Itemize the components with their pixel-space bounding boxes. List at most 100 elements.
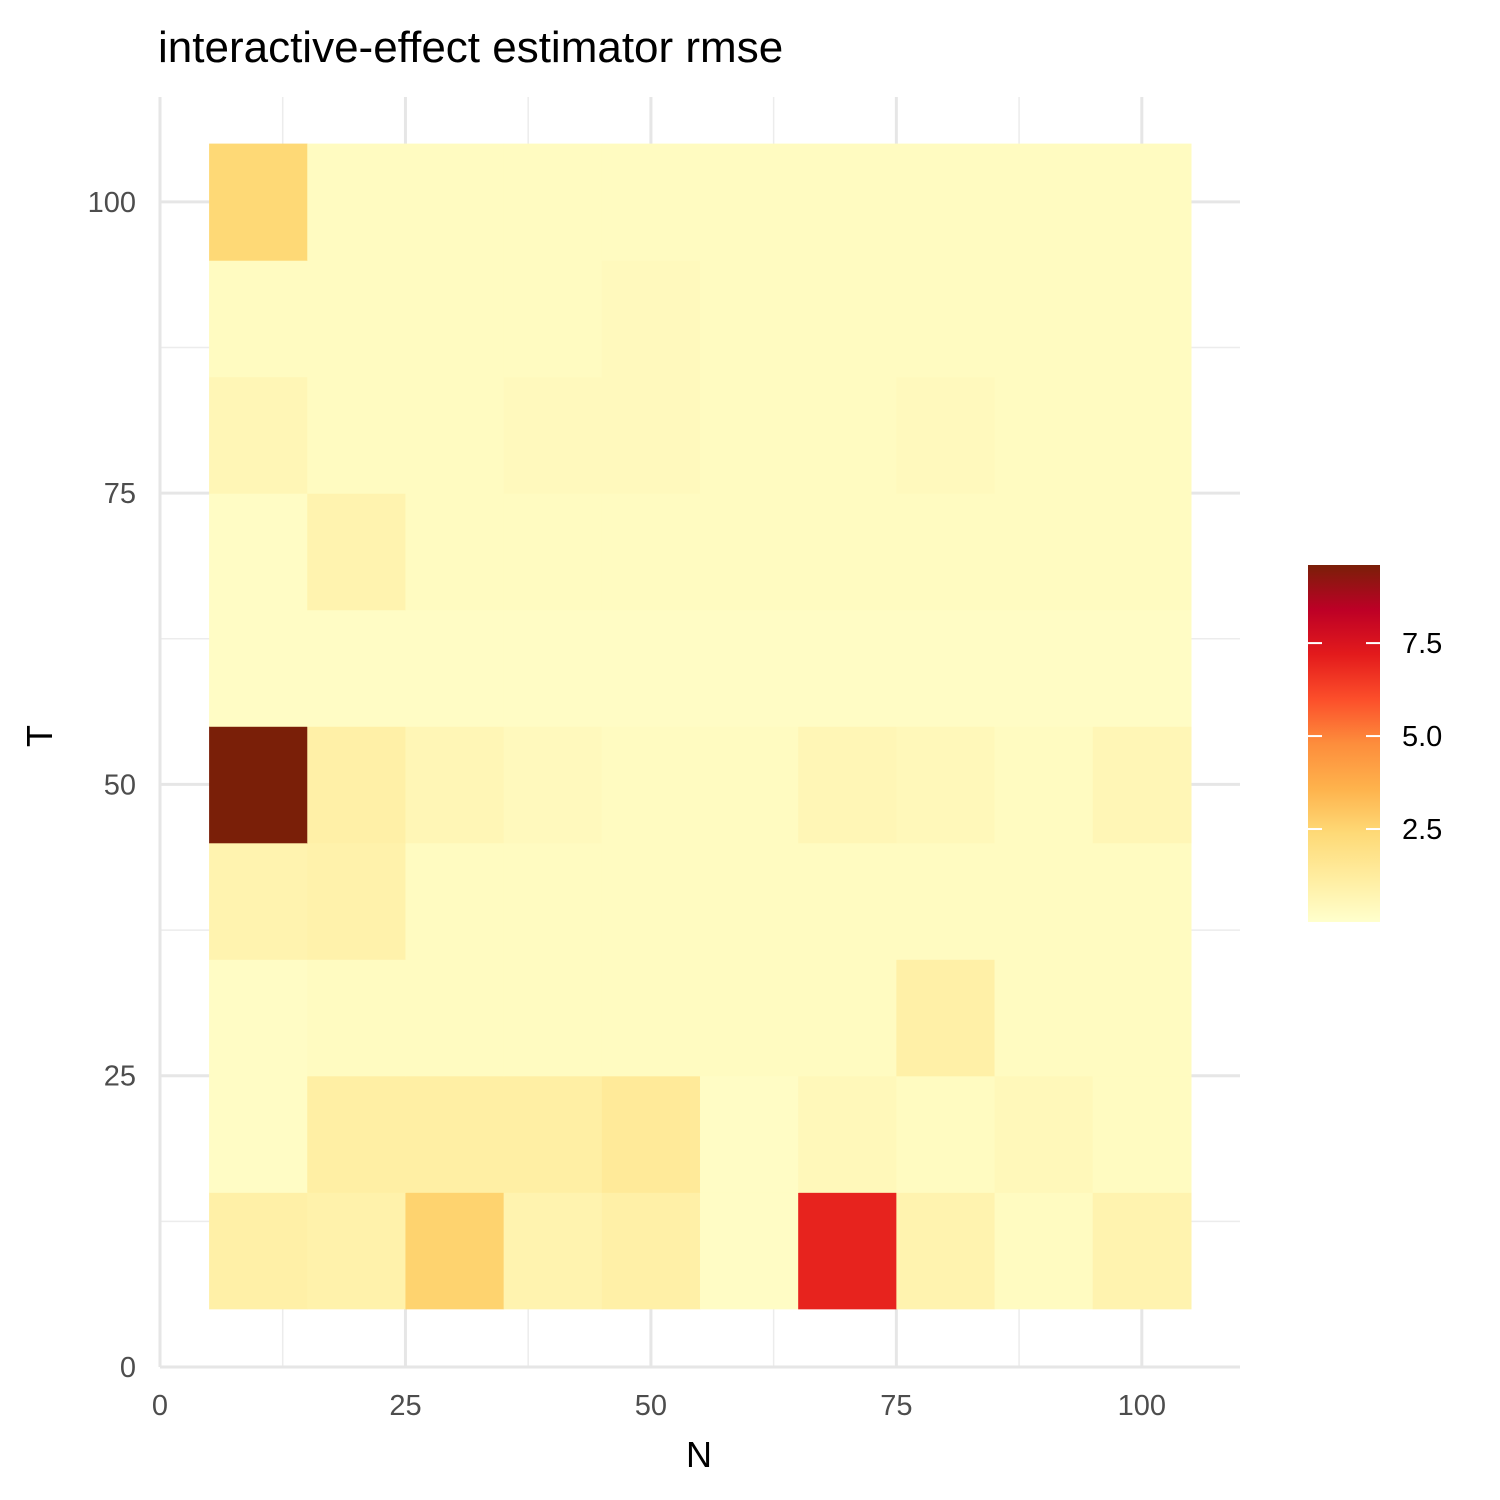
heatmap-cell	[1092, 842, 1192, 960]
heatmap-cell	[700, 1075, 799, 1193]
heatmap-cell	[209, 609, 308, 727]
heatmap-cell	[994, 1075, 1094, 1193]
heatmap-cell	[307, 609, 407, 727]
heatmap-tiles	[209, 143, 1192, 1310]
heatmap-cell	[700, 376, 799, 494]
heatmap-cell	[700, 842, 799, 960]
heatmap-cell	[503, 260, 603, 378]
color-legend: 2.5 5.0 7.5	[1308, 565, 1442, 922]
heatmap-cell	[503, 842, 603, 960]
heatmap-cell	[700, 260, 799, 378]
heatmap-cell	[209, 842, 308, 960]
heatmap-cell	[1092, 959, 1192, 1077]
heatmap-cell	[601, 376, 701, 494]
heatmap-cell	[307, 376, 407, 494]
heatmap-cell	[994, 842, 1094, 960]
heatmap-cell	[209, 493, 308, 611]
heatmap-cell	[503, 1192, 603, 1310]
heatmap-cell	[700, 609, 799, 727]
heatmap-cell	[307, 1075, 407, 1193]
heatmap-cell	[896, 260, 996, 378]
heatmap-cell	[994, 959, 1094, 1077]
heatmap-cell	[994, 376, 1094, 494]
x-tick-label: 50	[635, 1390, 667, 1422]
heatmap-cell	[405, 726, 505, 844]
heatmap-cell	[307, 493, 407, 611]
heatmap-cell	[1092, 1075, 1192, 1193]
heatmap-cell	[405, 493, 505, 611]
heatmap-cell	[503, 609, 603, 727]
heatmap-cell	[405, 143, 505, 261]
heatmap-cell	[503, 493, 603, 611]
heatmap-cell	[307, 842, 407, 960]
heatmap-cell	[1092, 1192, 1192, 1310]
heatmap-cell	[798, 726, 897, 844]
heatmap-cell	[503, 726, 603, 844]
heatmap-cell	[405, 260, 505, 378]
heatmap-cell	[601, 143, 701, 261]
heatmap-cell	[601, 726, 701, 844]
heatmap-cell	[601, 609, 701, 727]
heatmap-cell	[601, 1192, 701, 1310]
y-tick-label: 75	[104, 478, 136, 510]
heatmap-cell	[994, 260, 1094, 378]
heatmap-cell	[405, 842, 505, 960]
heatmap-cell	[798, 1075, 897, 1193]
heatmap-cell	[307, 726, 407, 844]
heatmap-cell	[798, 842, 897, 960]
x-tick-label: 0	[152, 1390, 168, 1422]
heatmap-cell	[405, 959, 505, 1077]
heatmap-cell	[209, 260, 308, 378]
heatmap-cell	[503, 1075, 603, 1193]
heatmap-cell	[798, 959, 897, 1077]
x-tick-label: 75	[880, 1390, 912, 1422]
heatmap-cell	[896, 959, 996, 1077]
colorbar-label: 2.5	[1402, 814, 1442, 846]
heatmap-cell	[700, 959, 799, 1077]
heatmap-cell	[896, 1192, 996, 1310]
heatmap-cell	[405, 609, 505, 727]
heatmap-cell	[700, 1192, 799, 1310]
heatmap-cell	[1092, 143, 1192, 261]
heatmap-cell	[896, 376, 996, 494]
heatmap-cell	[601, 842, 701, 960]
heatmap-cell	[994, 1192, 1094, 1310]
heatmap-cell	[700, 493, 799, 611]
y-axis-title: T	[19, 725, 60, 747]
heatmap-cell	[307, 959, 407, 1077]
colorbar-label: 5.0	[1402, 721, 1442, 753]
heatmap-cell	[307, 260, 407, 378]
heatmap-cell	[896, 726, 996, 844]
y-tick-label: 50	[104, 769, 136, 801]
chart-title: interactive-effect estimator rmse	[158, 23, 783, 72]
y-tick-labels: 0 25 50 75 100	[88, 187, 136, 1384]
heatmap-cell	[798, 1192, 897, 1310]
heatmap-cell	[503, 959, 603, 1077]
heatmap-cell	[307, 143, 407, 261]
heatmap-cell	[601, 959, 701, 1077]
heatmap-cell	[798, 376, 897, 494]
y-tick-label: 25	[104, 1061, 136, 1093]
colorbar-label: 7.5	[1402, 628, 1442, 660]
heatmap-cell	[405, 1075, 505, 1193]
heatmap-cell	[994, 726, 1094, 844]
heatmap-cell	[307, 1192, 407, 1310]
heatmap-cell	[896, 609, 996, 727]
heatmap-cell	[503, 376, 603, 494]
heatmap-cell	[405, 1192, 505, 1310]
heatmap-cell	[209, 1075, 308, 1193]
heatmap-cell	[601, 1075, 701, 1193]
heatmap-cell	[209, 376, 308, 494]
heatmap-cell	[209, 143, 308, 261]
heatmap-cell	[503, 143, 603, 261]
heatmap-cell	[700, 726, 799, 844]
x-tick-label: 100	[1118, 1390, 1166, 1422]
heatmap-cell	[798, 143, 897, 261]
heatmap-cell	[994, 493, 1094, 611]
heatmap-cell	[1092, 726, 1192, 844]
x-tick-label: 25	[389, 1390, 421, 1422]
heatmap-cell	[798, 493, 897, 611]
heatmap-cell	[1092, 260, 1192, 378]
y-tick-label: 100	[88, 187, 136, 219]
